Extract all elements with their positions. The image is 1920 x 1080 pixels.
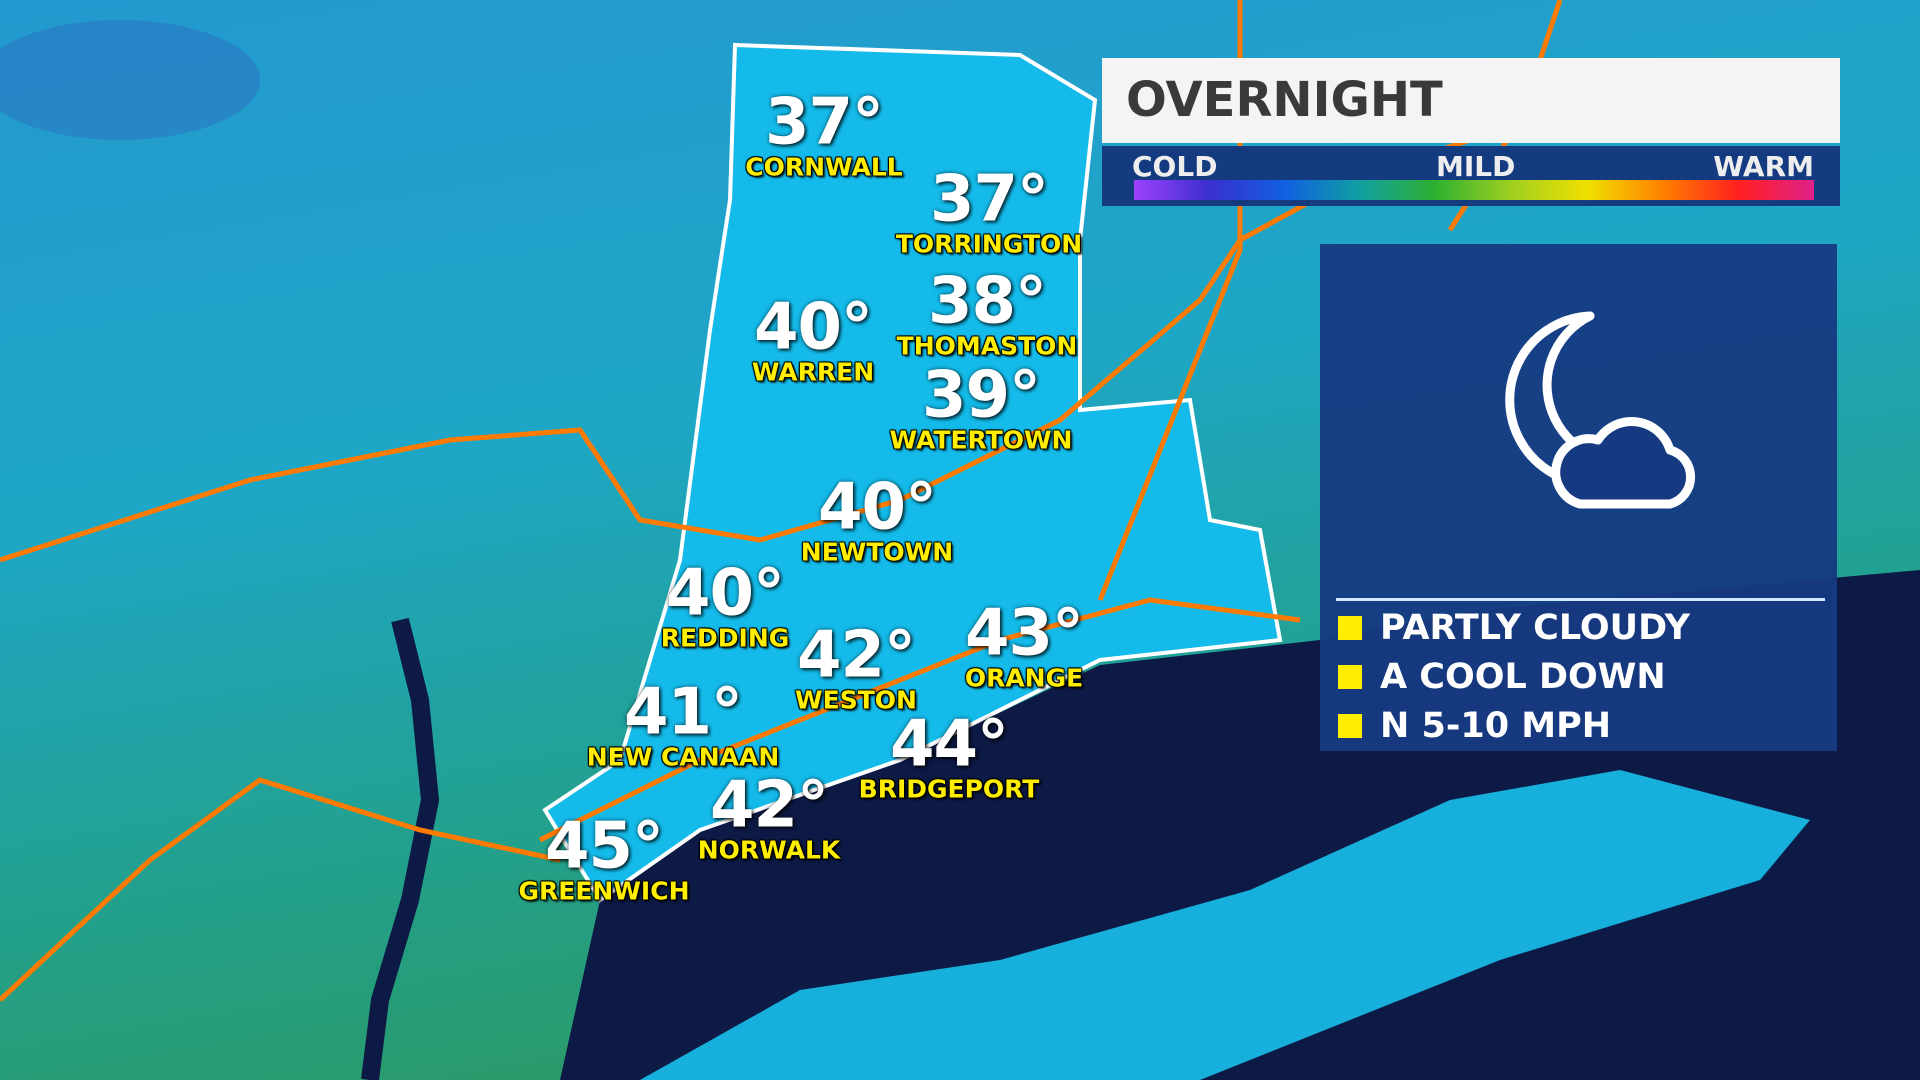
city-cornwall: 37° CORNWALL [745,91,902,180]
temperature: 39° [921,358,1041,433]
city-name: REDDING [660,623,790,653]
condition-text: N 5-10 MPH [1380,706,1612,746]
city-name: THOMASTON [896,331,1078,361]
bullet-square-icon [1338,714,1362,738]
city-name: WESTON [795,685,917,715]
city-name: ORANGE [964,663,1084,693]
temperature: 45° [544,809,664,884]
long-island [640,770,1810,1080]
city-name: CORNWALL [745,152,903,182]
condition-item: A COOL DOWN [1338,657,1666,697]
city-name: NEW CANAAN [586,742,780,772]
header-banner: OVERNIGHT [1102,58,1840,143]
city-watertown: 39° WATERTOWN [890,364,1073,453]
temperature: 41° [623,675,743,750]
city-name: BRIDGEPORT [858,774,1040,804]
hudson-river [361,617,440,1080]
city-greenwich: 45° GREENWICH [519,815,690,904]
temperature: 37° [764,85,884,160]
city-warren: 40° WARREN [752,296,874,385]
page-title: OVERNIGHT [1126,72,1443,128]
temperature: 38° [927,264,1047,339]
temperature: 37° [929,162,1049,237]
temperature: 42° [796,618,916,693]
city-name: NEWTOWN [800,537,954,567]
scale-cold-label: COLD [1132,150,1218,183]
scale-mild-label: MILD [1436,150,1516,183]
city-redding: 40° REDDING [661,562,790,651]
bullet-square-icon [1338,616,1362,640]
city-bridgeport: 44° BRIDGEPORT [859,713,1040,802]
scale-gradient-bar [1134,180,1814,200]
scale-warm-label: WARM [1713,150,1814,183]
condition-text: PARTLY CLOUDY [1380,608,1690,648]
city-norwalk: 42° NORWALK [698,774,841,863]
city-thomaston: 38° THOMASTON [897,270,1078,359]
highways [0,0,1563,1002]
connecticut-region [542,42,1283,903]
divider [1336,598,1825,601]
city-new-canaan: 41° NEW CANAAN [587,681,780,770]
temperature: 40° [665,556,785,631]
city-name: WARREN [751,357,875,387]
temperature-scale: COLD MILD WARM [1102,146,1840,206]
temperature: 43° [964,596,1084,671]
conditions-panel: PARTLY CLOUDY A COOL DOWN N 5-10 MPH [1320,244,1837,751]
city-name: GREENWICH [518,876,690,906]
city-name: TORRINGTON [895,229,1083,259]
city-weston: 42° WESTON [795,624,917,713]
temperature: 44° [889,707,1009,782]
condition-text: A COOL DOWN [1380,657,1666,697]
bullet-square-icon [1338,665,1362,689]
city-name: NORWALK [697,835,841,865]
moon-cloud-icon [1505,311,1696,509]
city-orange: 43° ORANGE [964,596,1084,693]
city-newtown: 40° NEWTOWN [801,476,953,565]
condition-item: PARTLY CLOUDY [1338,608,1690,648]
city-torrington: 37° TORRINGTON [896,168,1082,257]
temperature: 42° [709,768,829,843]
condition-item: N 5-10 MPH [1338,706,1611,746]
city-name: WATERTOWN [889,425,1073,455]
temperature: 40° [817,470,937,545]
temperature: 40° [753,290,873,365]
